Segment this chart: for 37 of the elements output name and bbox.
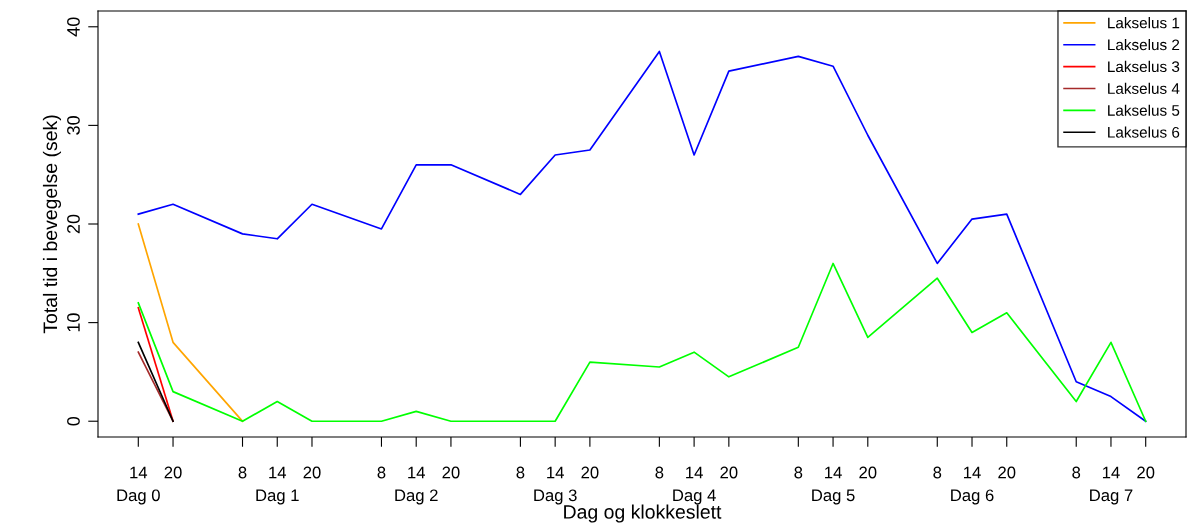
y-tick-label: 0 [67,416,80,426]
x-tick-label: 14 Dag 6 [951,466,994,505]
legend-label: Lakselus 2 [1108,38,1180,51]
x-tick-label: 8 [1072,466,1081,479]
x-tick-label: 20 [442,466,460,479]
line-series [137,262,1147,423]
x-tick-label: 14 Dag 5 [812,466,855,505]
x-tick-label: 20 [164,466,182,479]
legend-label: Lakselus 6 [1108,126,1180,138]
x-tick-label: 20 [859,466,877,479]
x-tick-label: 14 Dag 0 [117,466,160,505]
x-tick-label: 14 Dag 2 [395,466,438,505]
legend-label: Lakselus 5 [1108,104,1180,116]
x-tick-label: 14 Dag 4 [673,466,716,505]
x-tick-label: 8 [377,466,386,479]
legend-label: Lakselus 1 [1108,17,1180,29]
x-tick-label: 8 [516,466,525,479]
x-tick-label: 14 Dag 7 [1090,466,1133,505]
x-tick-label: 20 [581,466,599,479]
legend-label: Lakselus 4 [1108,82,1180,94]
y-tick-label: 40 [67,17,80,37]
x-tick-label: 14 Dag 3 [534,466,577,505]
x-tick-label: 20 [998,466,1016,479]
y-tick-label: 20 [67,214,80,234]
x-tick-label: 8 [933,466,942,479]
y-tick-label: 30 [67,116,80,135]
y-axis-title: Total tid i bevegelse (sek) [42,115,62,334]
x-tick-label: 8 [238,466,247,479]
x-tick-label: 8 [655,466,664,479]
x-tick-label: 14 Dag 1 [256,466,299,505]
x-tick-label: 20 [720,466,738,479]
x-tick-label: 20 [1137,466,1155,479]
x-tick-label: 8 [794,466,803,479]
x-tick-label: 20 [303,466,321,479]
legend-label: Lakselus 3 [1108,60,1180,73]
y-tick-label: 10 [67,313,80,332]
x-axis-title: Dag og klokkeslett [564,504,722,523]
